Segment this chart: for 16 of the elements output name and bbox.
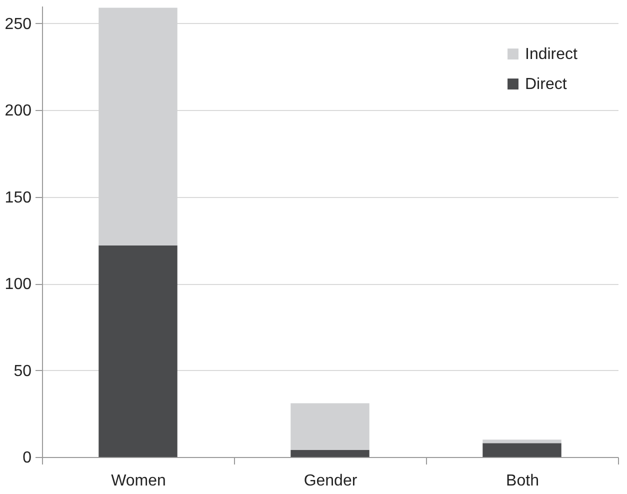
bar: [98, 245, 178, 457]
y-tick-label: 150: [4, 189, 32, 206]
bar: [290, 450, 370, 457]
y-tick-label: 250: [4, 16, 32, 33]
x-tick-label: Both: [506, 472, 539, 490]
bar: [482, 443, 562, 457]
x-tick-label: Gender: [304, 472, 358, 490]
legend-label: Direct: [525, 76, 568, 93]
bar: [290, 403, 370, 450]
y-tick-label: 200: [4, 102, 32, 120]
bar: [482, 440, 562, 444]
legend-label: Indirect: [525, 46, 578, 63]
y-tick-label: 50: [14, 362, 32, 380]
y-tick-label: 0: [22, 450, 32, 466]
y-tick-label: 100: [4, 276, 32, 294]
x-tick-label: Women: [111, 472, 166, 490]
